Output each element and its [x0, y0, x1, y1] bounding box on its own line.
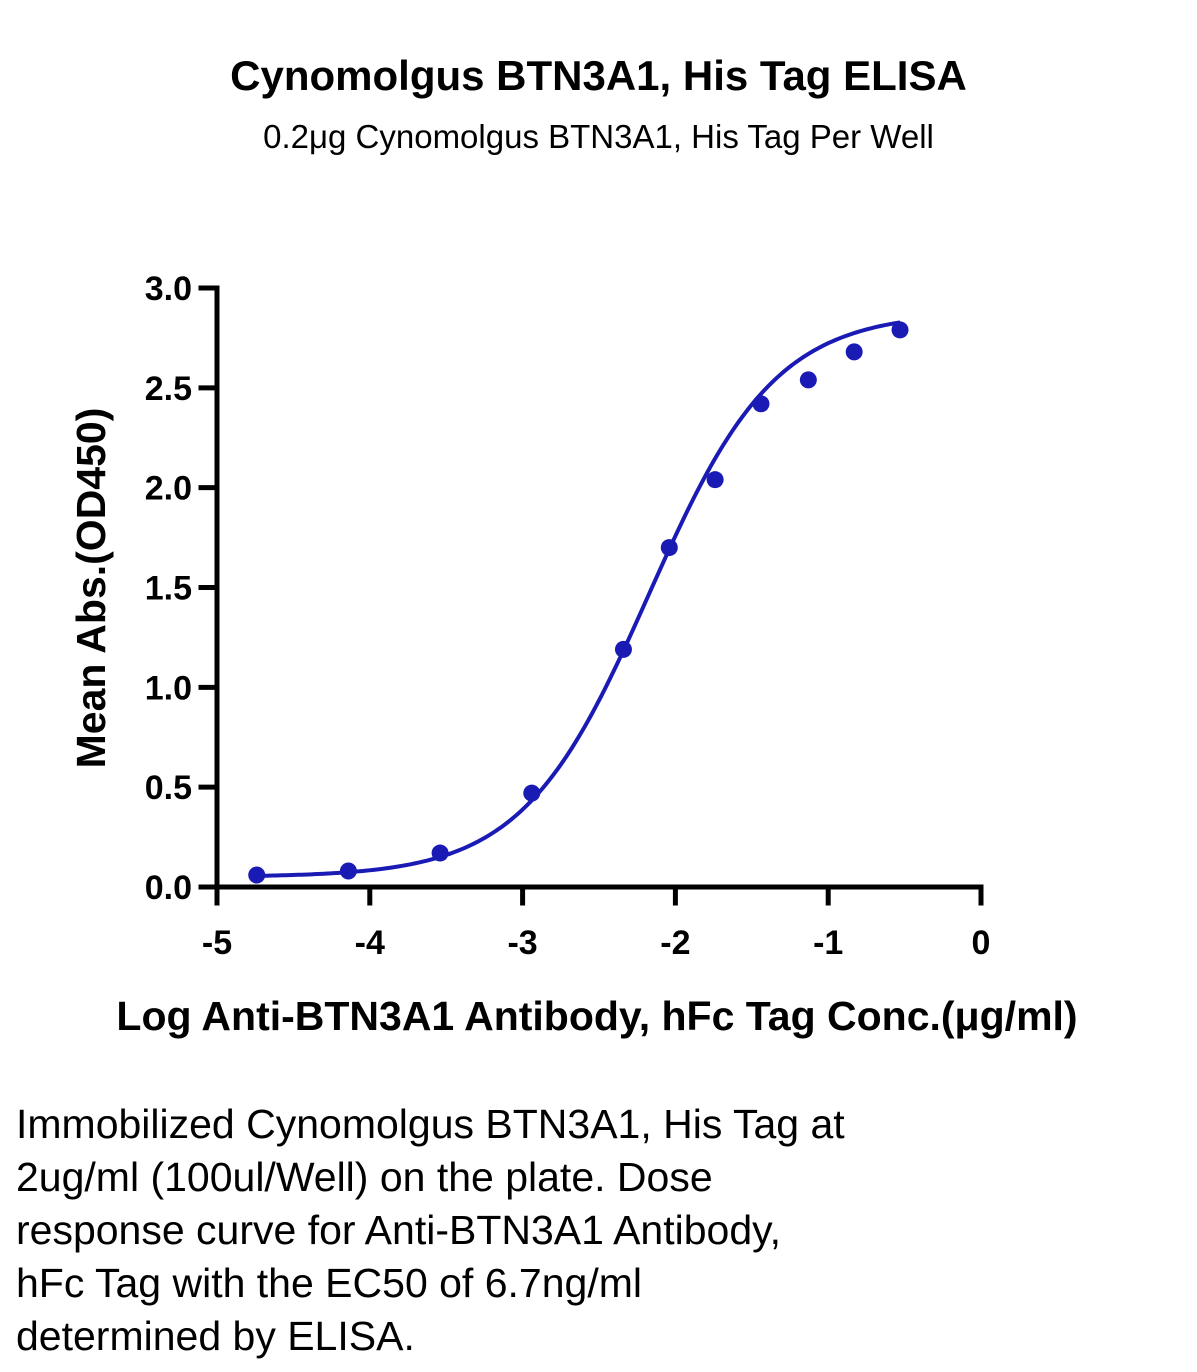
data-point	[248, 866, 266, 884]
y-axis-title: Mean Abs.(OD450)	[68, 408, 114, 769]
x-tick-label: -1	[813, 924, 843, 962]
data-point	[431, 844, 449, 862]
caption-line: determined by ELISA.	[16, 1313, 415, 1359]
data-point	[339, 862, 357, 880]
figure-caption: Immobilized Cynomolgus BTN3A1, His Tag a…	[16, 1098, 1166, 1363]
y-tick-label: 2.5	[145, 370, 192, 408]
y-tick-label: 0.0	[145, 869, 192, 907]
caption-line: response curve for Anti-BTN3A1 Antibody,	[16, 1207, 781, 1253]
caption-line: Immobilized Cynomolgus BTN3A1, His Tag a…	[16, 1101, 845, 1147]
chart-axes: 0.0 0.5 1.0 1.5 2.0 2.5 3.0 -5 -4 -3 -2 -1 0	[145, 270, 991, 962]
caption-line: 2ug/ml (100ul/Well) on the plate. Dose	[16, 1154, 713, 1200]
y-tick-label: 1.0	[145, 669, 192, 707]
data-point	[891, 321, 909, 339]
x-tick-label: -5	[202, 924, 232, 962]
x-axis-title: Log Anti-BTN3A1 Antibody, hFc Tag Conc.(…	[116, 993, 1077, 1039]
caption-line: hFc Tag with the EC50 of 6.7ng/ml	[16, 1260, 642, 1306]
x-tick-label: -3	[507, 924, 537, 962]
y-tick-label: 3.0	[145, 270, 192, 308]
elisa-chart: 0.0 0.5 1.0 1.5 2.0 2.5 3.0 -5 -4 -3 -2 -1 0 Mean Ab…	[68, 270, 1078, 1039]
fit-curve	[256, 320, 901, 878]
data-point	[614, 640, 632, 658]
y-tick-label: 2.0	[145, 470, 192, 508]
fit-curve-layer	[256, 320, 901, 878]
x-tick-label: -2	[660, 924, 690, 962]
chart-subtitle: 0.2μg Cynomolgus BTN3A1, His Tag Per Wel…	[263, 118, 934, 155]
y-tick-label: 0.5	[145, 769, 192, 807]
x-tick-label: -4	[355, 924, 385, 962]
data-points-layer	[248, 321, 909, 884]
x-tick-label: 0	[972, 924, 991, 962]
data-point	[799, 371, 817, 389]
chart-title: Cynomolgus BTN3A1, His Tag ELISA	[230, 52, 967, 99]
data-point	[706, 471, 724, 489]
data-point	[752, 395, 770, 413]
data-point	[523, 784, 541, 802]
y-tick-label: 1.5	[145, 570, 192, 608]
data-point	[660, 539, 678, 557]
data-point	[845, 343, 863, 361]
